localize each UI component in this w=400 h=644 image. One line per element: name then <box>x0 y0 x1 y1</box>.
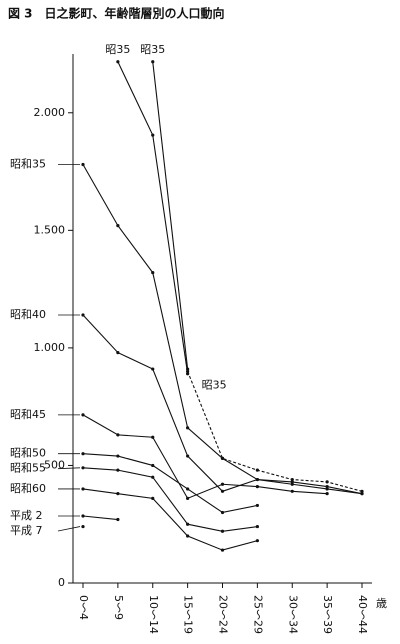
data-point <box>151 60 155 64</box>
data-point <box>116 517 120 522</box>
data-point <box>186 454 190 458</box>
data-point <box>81 514 85 518</box>
data-point <box>186 369 190 373</box>
data-point <box>325 492 329 496</box>
x-tick-label: 15〜19 <box>182 595 195 634</box>
x-tick-label: 0〜4 <box>77 595 90 620</box>
data-point <box>186 522 190 526</box>
x-tick-label: 30〜34 <box>286 595 299 634</box>
legend-label: 平成 2 <box>10 509 43 522</box>
y-tick-label: 0 <box>58 576 65 589</box>
data-point <box>255 503 259 508</box>
data-point <box>151 133 155 137</box>
data-point <box>220 456 225 460</box>
legend-label: 昭35 <box>105 43 130 56</box>
legend-label: 昭和35 <box>10 158 46 171</box>
series-line <box>152 61 189 370</box>
data-point <box>290 482 294 486</box>
data-point <box>151 367 155 371</box>
legend-label: 昭和60 <box>10 482 46 495</box>
data-point <box>220 510 225 515</box>
data-point <box>116 454 120 458</box>
data-point <box>116 433 120 437</box>
data-point <box>360 492 364 496</box>
y-tick-label: 1.500 <box>34 223 66 236</box>
legend-label: 平成 7 <box>10 524 43 537</box>
data-point <box>186 534 190 538</box>
data-point <box>325 480 329 484</box>
x-tick-label: 40〜44 <box>356 595 369 634</box>
data-point <box>290 477 294 482</box>
legend-label: 昭和55 <box>10 462 46 475</box>
data-point <box>255 539 259 543</box>
data-point <box>220 548 225 552</box>
data-point <box>116 468 120 472</box>
data-point <box>290 489 294 493</box>
data-point <box>325 485 329 489</box>
series-line <box>82 467 258 532</box>
data-point <box>116 492 120 496</box>
x-tick-label: 20〜24 <box>217 595 230 634</box>
data-point <box>186 426 190 430</box>
chart-title: 図 3 日之影町、年齢階層別の人口動向 <box>8 6 225 21</box>
data-point <box>81 524 85 529</box>
series-line <box>117 61 189 374</box>
data-point <box>151 271 155 275</box>
data-point <box>220 489 225 493</box>
series-line <box>187 371 363 492</box>
data-point <box>81 162 85 167</box>
legend-label: 昭和45 <box>10 408 46 421</box>
legend-label: 昭和50 <box>10 447 46 460</box>
data-point <box>220 529 225 533</box>
legend-pointer <box>57 526 81 532</box>
y-tick-label: 500 <box>44 458 65 471</box>
series-line <box>82 414 328 500</box>
data-point <box>81 452 85 456</box>
x-axis-label: 歳 <box>376 597 387 610</box>
legend-label: 昭和40 <box>10 308 46 321</box>
data-point <box>151 463 155 468</box>
y-tick-label: 1.000 <box>34 341 66 354</box>
data-point <box>255 477 259 482</box>
series-line <box>82 488 258 551</box>
data-point <box>116 350 120 355</box>
legend-pointer <box>57 467 81 470</box>
data-point <box>325 487 329 491</box>
data-point <box>81 413 85 417</box>
series-line <box>82 164 363 495</box>
data-point <box>186 496 190 500</box>
data-point <box>360 489 364 493</box>
data-point <box>116 224 120 228</box>
data-point <box>255 468 259 472</box>
data-point <box>151 475 155 479</box>
data-point <box>220 482 225 486</box>
legend-label: 昭35 <box>202 378 227 391</box>
data-point <box>116 60 120 64</box>
data-point <box>255 485 259 489</box>
series-line <box>82 453 258 514</box>
y-tick-label: 2.000 <box>34 106 66 119</box>
data-point <box>186 487 190 491</box>
data-point <box>151 435 155 439</box>
data-point <box>151 496 155 500</box>
data-point <box>255 524 259 529</box>
x-tick-label: 10〜14 <box>147 595 160 634</box>
data-point <box>290 480 294 484</box>
data-point <box>81 487 85 491</box>
data-point <box>81 466 85 470</box>
legend-label: 昭35 <box>140 43 165 56</box>
series-line <box>82 314 363 495</box>
data-point <box>81 313 85 317</box>
x-tick-label: 25〜29 <box>251 595 264 634</box>
x-tick-label: 5〜9 <box>112 595 125 620</box>
series-line <box>82 515 118 521</box>
x-tick-label: 35〜39 <box>321 595 334 634</box>
data-point <box>186 367 190 371</box>
